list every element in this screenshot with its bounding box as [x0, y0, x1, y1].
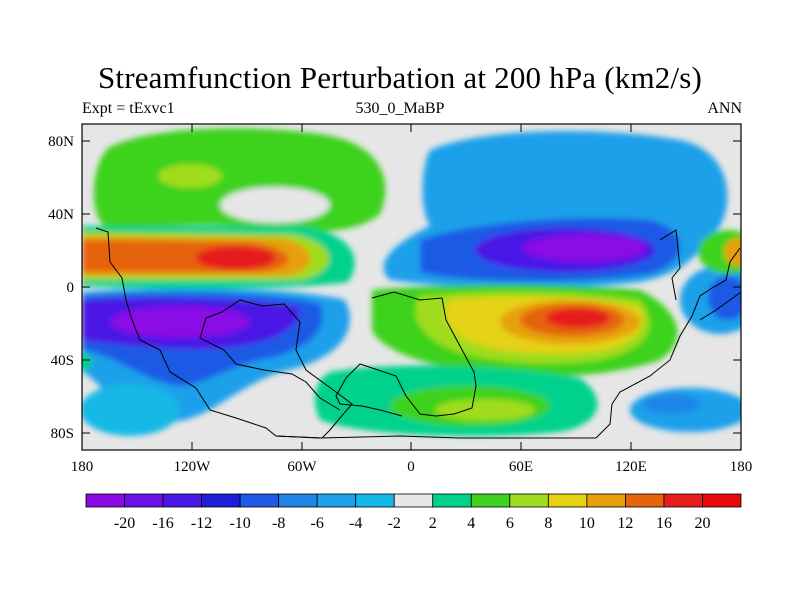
coastline-western-pacific	[699, 291, 741, 321]
x-axis-labels: 180 120W 60W 0 60E 120E 180	[71, 459, 753, 475]
colorbar-box	[586, 493, 626, 508]
colorbar-label: 6	[506, 515, 514, 532]
contour-socean-yellow	[435, 399, 535, 421]
colorbar-box	[162, 493, 202, 508]
y-tick-40n: 40N	[48, 207, 74, 223]
contour-sw-corner-green	[82, 354, 92, 370]
colorbar-box	[663, 493, 703, 508]
coastline-east-asia	[659, 229, 681, 301]
colorbar-label: 8	[544, 515, 552, 532]
map-area	[82, 124, 741, 450]
colorbar-label: 12	[617, 515, 633, 532]
coastline-antarctic-ice	[275, 435, 596, 439]
contour-wpac-orange	[724, 238, 741, 266]
colorbar-box	[316, 493, 357, 508]
colorbar-label: -4	[349, 515, 362, 532]
x-tick-60w: 60W	[287, 459, 317, 475]
x-axis-ticks	[81, 124, 742, 450]
contour-spac-lower-light	[82, 384, 180, 436]
contour-subtrop-core	[196, 246, 276, 270]
y-tick-80n: 80N	[48, 134, 74, 150]
map-title: Streamfunction Perturbation at 200 hPa (…	[97, 60, 703, 95]
x-tick-180e: 180	[730, 459, 753, 475]
y-axis-ticks	[82, 140, 741, 434]
contour-n-pacific-yellow	[158, 164, 222, 188]
coastline-australia	[595, 247, 741, 439]
colorbar-box	[547, 493, 588, 508]
colorbar-label: 10	[579, 515, 595, 532]
x-tick-120w: 120W	[174, 459, 212, 475]
colorbar-box	[470, 493, 511, 508]
colorbar-box	[625, 493, 665, 508]
coastline-south-america	[95, 227, 353, 439]
y-tick-80s: 80S	[51, 426, 74, 442]
colorbar-box	[393, 493, 434, 508]
x-tick-0: 0	[407, 459, 415, 475]
coastlines	[95, 227, 741, 439]
coastline-africa	[335, 291, 477, 417]
colorbar-label: -2	[388, 515, 401, 532]
colorbar	[85, 493, 742, 508]
contour-wpac-blue	[708, 276, 741, 320]
colorbar-label: 16	[656, 515, 672, 532]
colorbar-box	[702, 493, 742, 508]
colorbar-label: -10	[229, 515, 250, 532]
colorbar-label: -6	[311, 515, 324, 532]
colorbar-box	[85, 493, 125, 508]
colorbar-box	[124, 493, 164, 508]
contour-fill	[82, 128, 741, 436]
case-label: 530_0_MaBP	[355, 100, 445, 117]
colorbar-label: -12	[191, 515, 212, 532]
colorbar-box	[278, 493, 318, 508]
season-label: ANN	[707, 100, 742, 117]
colorbar-box	[239, 493, 280, 508]
colorbar-label: 20	[694, 515, 710, 532]
experiment-label: Expt = tExvc1	[82, 100, 175, 117]
contour-eurasia-core	[523, 234, 647, 262]
y-tick-0: 0	[67, 280, 75, 296]
colorbar-labels: -20 -16 -12 -10 -8 -6 -4 -2 2 4 6 8 10 12 16 20	[114, 515, 711, 532]
colorbar-label: 2	[429, 515, 437, 532]
contour-spac-core	[110, 306, 250, 338]
colorbar-label: -16	[152, 515, 173, 532]
contour-spac-east-blue	[644, 394, 700, 414]
colorbar-box	[201, 493, 241, 508]
colorbar-box	[355, 493, 395, 508]
colorbar-label: -20	[114, 515, 135, 532]
contour-n-pacific-hole	[220, 187, 330, 223]
x-tick-180w: 180	[71, 459, 94, 475]
colorbar-box	[509, 493, 549, 508]
colorbar-label: 4	[467, 515, 475, 532]
colorbar-label: -8	[272, 515, 285, 532]
contour-sind-core	[546, 308, 610, 328]
y-axis-labels: 80N 40N 0 40S 80S	[48, 134, 74, 442]
x-tick-120e: 120E	[615, 459, 647, 475]
colorbar-box	[432, 493, 472, 508]
y-tick-40s: 40S	[51, 353, 74, 369]
x-tick-60e: 60E	[509, 459, 533, 475]
